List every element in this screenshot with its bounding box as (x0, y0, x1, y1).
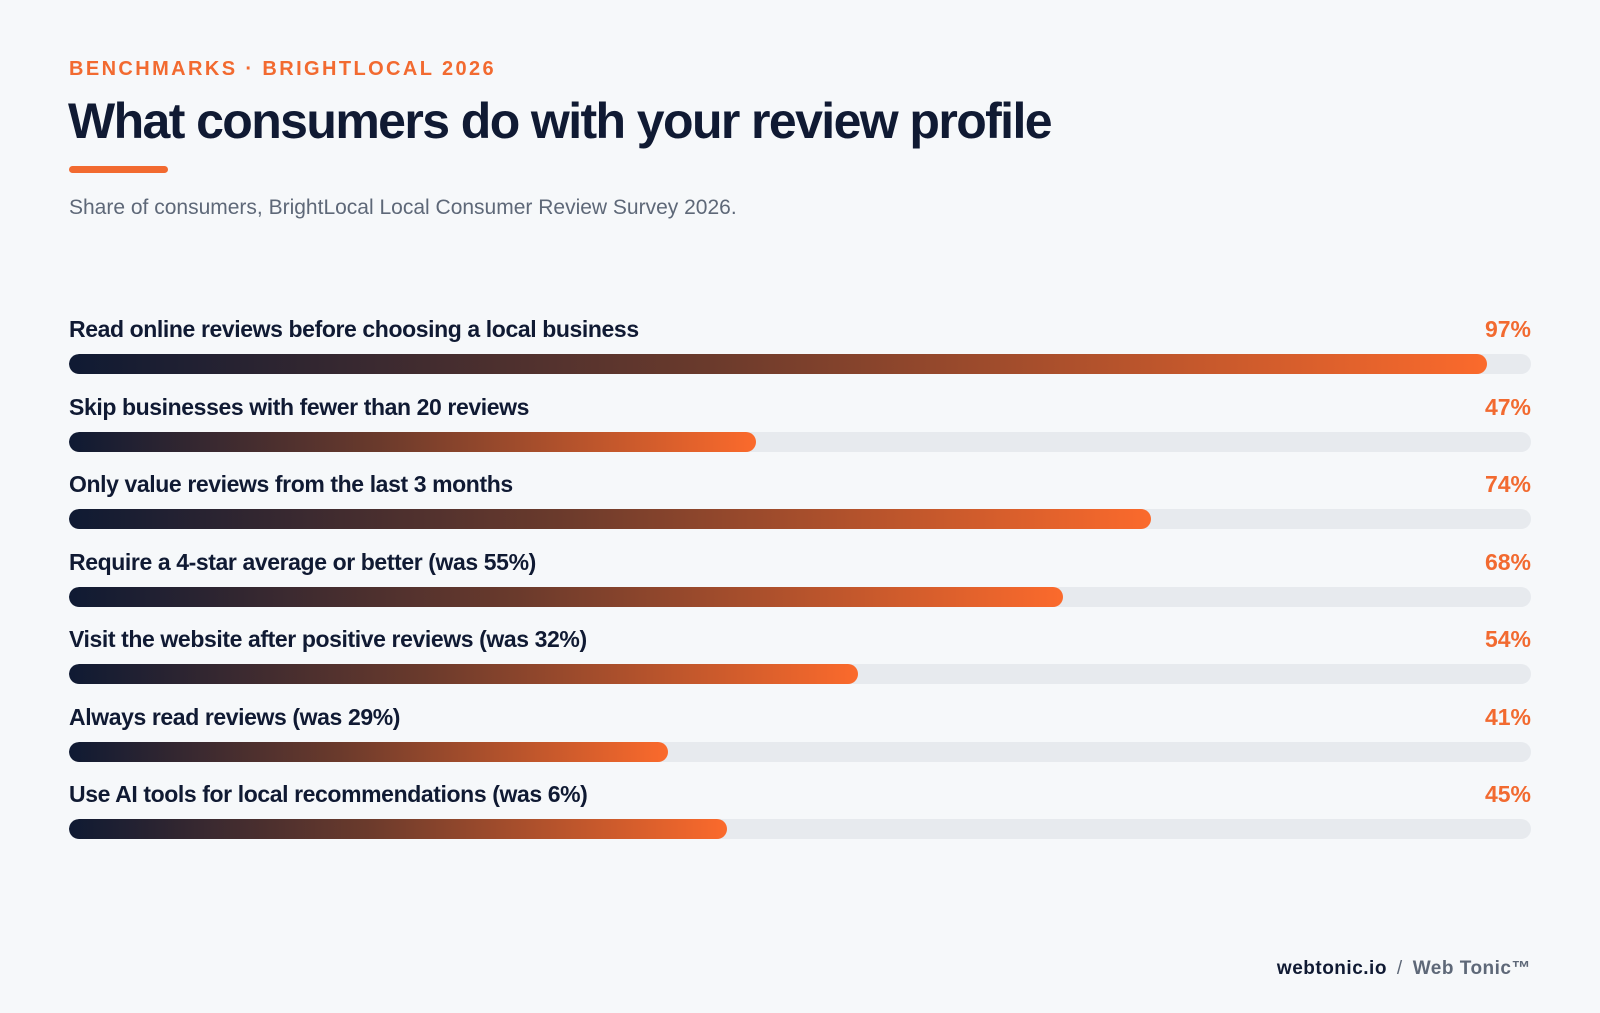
title-accent-rule (69, 166, 168, 173)
bar-track (69, 354, 1531, 374)
subtitle: Share of consumers, BrightLocal Local Co… (69, 196, 737, 219)
bar-fill (69, 509, 1151, 529)
bar-chart: Read online reviews before choosing a lo… (69, 316, 1531, 859)
bar-fill (69, 586, 1064, 607)
bar-fill (69, 664, 859, 684)
bar-row: Always read reviews (was 29%) 41% (69, 704, 1531, 782)
bar-row: Only value reviews from the last 3 month… (69, 471, 1531, 549)
bar-value-label: 74% (1484, 471, 1531, 497)
bar-value-label: 47% (1484, 393, 1531, 420)
bar-label: Use AI tools for local recommendations (… (69, 781, 588, 807)
bar-track (69, 509, 1531, 529)
bar-row: Visit the website after positive reviews… (69, 626, 1531, 704)
footer-domain[interactable]: webtonic.io (1276, 958, 1387, 979)
bar-row: Use AI tools for local recommendations (… (69, 781, 1531, 859)
bar-track (69, 431, 1531, 452)
bar-label: Skip businesses with fewer than 20 revie… (69, 393, 530, 420)
bar-fill (69, 819, 727, 839)
bar-fill (69, 354, 1488, 374)
footer: webtonic.io / Web Tonic™ (1277, 958, 1531, 980)
footer-separator: / (1396, 958, 1403, 979)
bar-track (69, 664, 1531, 684)
bar-fill (69, 431, 757, 452)
bar-row: Skip businesses with fewer than 20 revie… (69, 394, 1531, 472)
bar-fill (69, 741, 669, 762)
bar-label: Only value reviews from the last 3 month… (69, 471, 513, 497)
bar-value-label: 41% (1484, 703, 1531, 730)
kicker: BENCHMARKS · BRIGHTLOCAL 2026 (69, 58, 497, 80)
bar-row: Require a 4-star average or better (was … (69, 549, 1531, 627)
bar-value-label: 68% (1484, 548, 1531, 575)
bar-label: Require a 4-star average or better (was … (69, 548, 536, 575)
bar-track (69, 586, 1531, 607)
bar-track (69, 741, 1531, 762)
page-title: What consumers do with your review profi… (68, 93, 1053, 149)
bar-track (69, 819, 1531, 839)
bar-label: Always read reviews (was 29%) (69, 703, 401, 730)
bar-label: Read online reviews before choosing a lo… (69, 316, 639, 342)
bar-row: Read online reviews before choosing a lo… (69, 316, 1531, 394)
footer-brand: Web Tonic™ (1412, 958, 1531, 979)
bar-value-label: 54% (1484, 626, 1531, 652)
bar-value-label: 45% (1484, 781, 1531, 807)
bar-label: Visit the website after positive reviews… (69, 626, 587, 652)
bar-value-label: 97% (1484, 316, 1531, 342)
